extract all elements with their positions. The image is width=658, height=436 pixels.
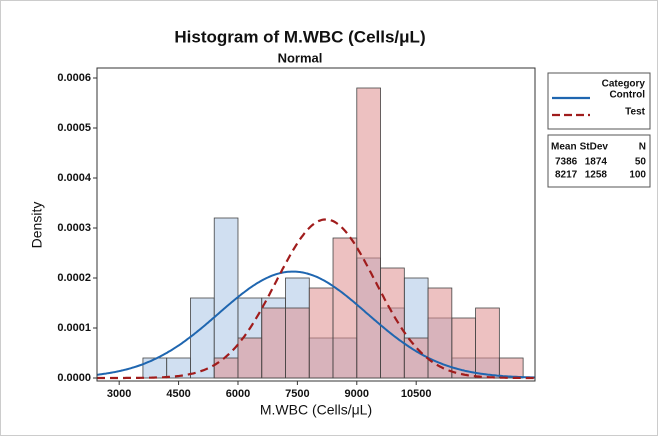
y-tick-label: 0.0006 — [57, 72, 91, 84]
plot-frame — [96, 67, 536, 382]
bar — [475, 307, 500, 379]
bar — [403, 337, 429, 379]
x-axis-label: M.WBC (Cells/μL) — [260, 402, 372, 418]
stats-header: N — [639, 142, 646, 153]
y-tick-label: 0.0004 — [57, 172, 92, 184]
y-axis-label: Density — [29, 202, 45, 249]
stats-header: StDev — [580, 142, 609, 153]
stats-cell: 50 — [635, 157, 647, 168]
legend-box — [547, 72, 651, 130]
x-tick-label: 6000 — [226, 388, 250, 400]
stats-header: Mean — [551, 142, 577, 153]
bar — [380, 267, 405, 379]
x-tick-label: 3000 — [107, 388, 131, 400]
fit-curve — [96, 270, 536, 379]
legend-label: Test — [625, 107, 645, 118]
bar — [356, 87, 381, 379]
bar — [237, 337, 263, 379]
bar — [213, 217, 239, 379]
x-tick-label: 7500 — [285, 388, 309, 400]
bar — [308, 287, 334, 379]
bar — [142, 357, 168, 379]
y-tick-label: 0.0000 — [57, 372, 91, 384]
stats-cell: 8217 — [555, 170, 578, 181]
x-tick-label: 4500 — [166, 388, 190, 400]
legend-label: Control — [609, 90, 645, 101]
stats-cell: 100 — [629, 170, 646, 181]
y-tick-label: 0.0001 — [57, 322, 91, 334]
x-tick-label: 10500 — [401, 388, 432, 400]
stats-cell: 1874 — [585, 157, 608, 168]
bar — [190, 297, 215, 379]
bar — [261, 307, 286, 379]
chart-title: Histogram of M.WBC (Cells/μL) — [174, 27, 425, 46]
bar — [285, 307, 310, 379]
bar — [427, 287, 453, 379]
legend-title: Category — [602, 79, 646, 90]
bar — [332, 237, 358, 379]
bar — [498, 357, 524, 379]
bar — [213, 357, 239, 379]
x-tick-label: 9000 — [345, 388, 369, 400]
chart-subtitle: Normal — [278, 50, 323, 65]
y-tick-label: 0.0003 — [57, 222, 91, 234]
stats-cell: 7386 — [555, 157, 578, 168]
stats-box — [547, 134, 651, 188]
stats-cell: 1258 — [585, 170, 608, 181]
y-tick-label: 0.0002 — [57, 272, 91, 284]
fit-curve — [97, 218, 535, 380]
y-tick-label: 0.0005 — [57, 122, 91, 134]
